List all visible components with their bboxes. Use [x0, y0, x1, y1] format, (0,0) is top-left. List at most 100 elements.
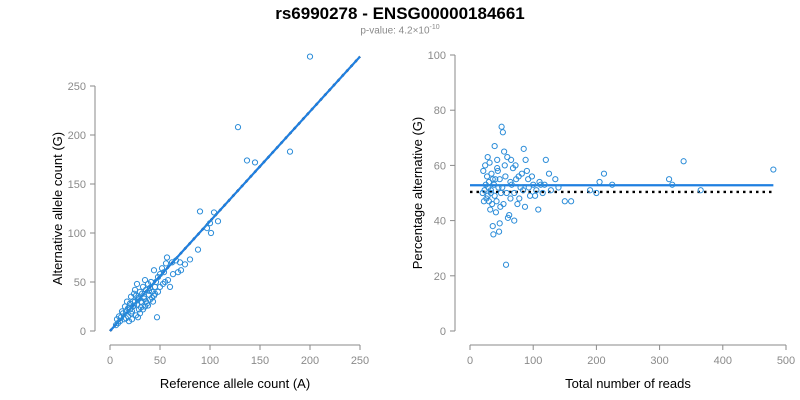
y-tick-label: 200 [68, 130, 86, 142]
data-point [485, 198, 493, 205]
data-point [501, 148, 508, 155]
data-point [484, 154, 491, 161]
data-point [600, 170, 608, 177]
chart-subtitle: p-value: 4.2×10-10 [0, 24, 800, 36]
data-point [114, 320, 122, 327]
data-point [521, 203, 529, 210]
data-point [479, 189, 486, 197]
data-point [148, 294, 156, 301]
data-point [162, 260, 170, 267]
data-point [502, 173, 509, 180]
data-point [131, 286, 139, 293]
data-point [494, 165, 501, 172]
data-point [495, 184, 502, 191]
data-point [164, 276, 172, 284]
data-point [158, 265, 166, 272]
data-point [181, 261, 189, 268]
x-tick-label: 200 [301, 355, 319, 367]
data-point [531, 192, 539, 199]
data-point [542, 156, 549, 163]
data-point [203, 225, 211, 232]
data-point [483, 173, 491, 180]
data-point [154, 288, 162, 295]
data-point [515, 173, 522, 180]
data-point [555, 184, 562, 191]
x-tick-label: 300 [650, 355, 668, 367]
data-point [487, 187, 494, 194]
data-point [537, 181, 544, 188]
x-tick-label: 50 [154, 355, 166, 367]
data-point [525, 184, 532, 191]
x-tick-label: 0 [467, 355, 473, 367]
y-tick-label: 80 [434, 105, 446, 117]
data-point [133, 280, 141, 288]
data-point [530, 181, 537, 188]
data-point [206, 220, 214, 227]
data-point [500, 200, 507, 208]
data-point [207, 229, 215, 237]
data-point [214, 218, 222, 225]
x-tick-label: 500 [777, 355, 795, 367]
data-point [680, 158, 687, 165]
data-point [490, 231, 497, 238]
x-tick-label: 150 [251, 355, 269, 367]
data-point [669, 181, 676, 188]
data-point [497, 189, 505, 197]
data-point [306, 53, 314, 60]
data-point [194, 246, 202, 253]
y-tick-label: 100 [68, 228, 86, 240]
y-tick-label: 100 [428, 50, 446, 62]
y-tick-label: 0 [80, 326, 86, 338]
data-point [490, 181, 498, 188]
data-point [151, 283, 159, 290]
data-point [166, 283, 174, 290]
p-value-exponent: -10 [429, 24, 440, 31]
data-point [169, 271, 177, 278]
data-point [541, 181, 548, 188]
data-point [130, 290, 138, 297]
data-point [486, 159, 493, 166]
data-point [502, 261, 510, 268]
data-point [535, 206, 542, 213]
data-point [489, 223, 496, 230]
data-point [501, 162, 508, 169]
y-tick-label: 40 [434, 216, 446, 228]
data-point [504, 154, 511, 161]
fit-line [109, 55, 361, 332]
data-point [482, 162, 489, 169]
data-point [489, 176, 496, 183]
data-point [494, 167, 501, 175]
data-point [141, 276, 149, 284]
data-point [511, 189, 518, 197]
data-point [127, 310, 135, 317]
data-point [528, 173, 536, 180]
x-tick-label: 100 [524, 355, 542, 367]
data-point [511, 217, 518, 224]
x-tick-label: 400 [714, 355, 732, 367]
chart-title: rs6990278 - ENSG00000184661 [275, 4, 525, 23]
data-point [135, 294, 143, 301]
y-axis-title-right: Percentage alternative (G) [410, 117, 425, 269]
data-point [770, 166, 777, 173]
data-point [496, 220, 503, 227]
data-point [196, 208, 204, 215]
data-point [519, 187, 527, 194]
data-point [488, 170, 495, 177]
data-point [150, 267, 158, 274]
data-point [153, 314, 161, 321]
data-point [251, 159, 259, 166]
data-point [507, 178, 514, 186]
x-tick-label: 0 [107, 355, 113, 367]
data-point [492, 209, 500, 216]
data-point [526, 192, 534, 199]
data-point [547, 187, 554, 194]
data-point [514, 200, 521, 208]
data-point [150, 292, 158, 299]
data-point [545, 170, 553, 177]
y-tick-label: 60 [434, 160, 446, 172]
data-point [596, 178, 603, 186]
data-point [665, 176, 673, 183]
data-point [492, 176, 499, 183]
scatter-plot-allele-counts: 0 50 100 150 200 250 0 50 100 150 200 250 Reference … [50, 53, 369, 391]
